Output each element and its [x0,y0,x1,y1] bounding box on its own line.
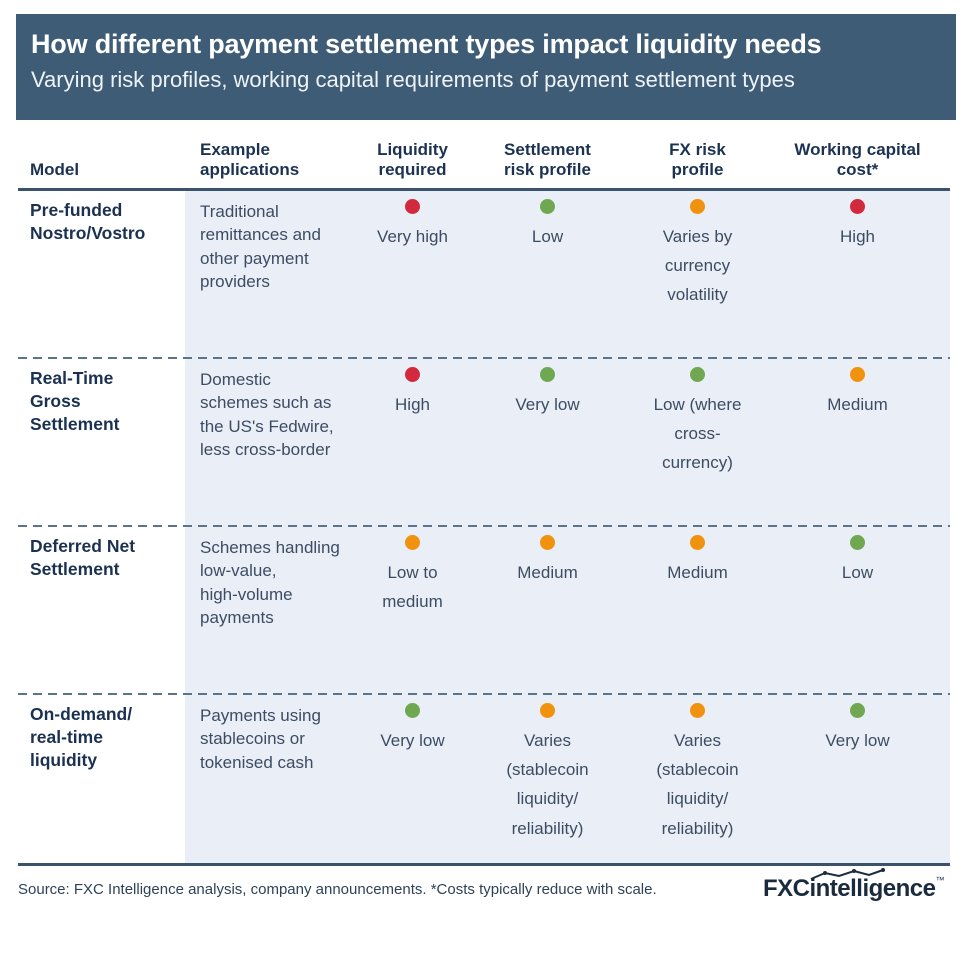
working-capital-cell: Medium [765,359,950,527]
table-header-row: Model Example applications Liquidity req… [18,120,950,188]
value-label: High [395,395,430,414]
settlement-risk-cell: Very low [465,359,630,527]
settlement-risk-cell: Medium [465,527,630,695]
liquidity-cell: Very high [360,191,465,359]
model-cell: On-demand/ real-time liquidity [30,704,133,771]
table-row: Pre-funded Nostro/Vostro Traditional rem… [18,191,950,359]
working-capital-cell: Low [765,527,950,695]
status-dot-icon [690,199,705,214]
value-label: High [840,227,875,246]
status-dot-icon [850,535,865,550]
source-note: Source: FXC Intelligence analysis, compa… [18,880,657,898]
status-dot-icon [405,535,420,550]
value-label: Low to medium [382,563,443,612]
value-label: Medium [827,395,888,414]
value-label: Varies (stablecoin liquidity/ reliabilit… [656,731,739,838]
status-dot-icon [540,367,555,382]
fx-risk-cell: Varies by currency volatility [630,191,765,359]
fx-risk-cell: Low (where cross- currency) [630,359,765,527]
column-header-settlement: Settlement risk profile [504,139,591,179]
value-label: Low (where cross- currency) [653,395,742,473]
model-cell: Deferred Net Settlement [30,536,136,580]
status-dot-icon [850,199,865,214]
liquidity-cell: Very low [360,695,465,863]
status-dot-icon [405,703,420,718]
working-capital-cell: High [765,191,950,359]
value-label: Very low [380,731,445,750]
value-label: Very low [515,395,580,414]
working-capital-cell: Very low [765,695,950,863]
applications-cell: Traditional remittances and other paymen… [200,202,321,292]
value-label: Medium [517,563,578,582]
applications-cell: Schemes handling low-value, high-volume … [200,538,340,628]
liquidity-cell: High [360,359,465,527]
value-label: Varies (stablecoin liquidity/ reliabilit… [506,731,589,838]
row-divider [18,693,950,695]
page-subtitle: Varying risk profiles, working capital r… [31,67,795,93]
value-label: Varies by currency volatility [662,227,733,305]
page-title: How different payment settlement types i… [31,29,822,59]
table-row: Deferred Net Settlement Schemes handling… [18,527,950,695]
fx-risk-cell: Varies (stablecoin liquidity/ reliabilit… [630,695,765,863]
logo-text-fxc: FXC [762,875,810,902]
liquidity-cell: Low to medium [360,527,465,695]
column-header-model: Model [30,159,80,179]
logo-linechart-icon [810,868,885,880]
status-dot-icon [540,199,555,214]
column-header-liquidity: Liquidity required [377,139,448,179]
status-dot-icon [850,703,865,718]
row-divider [18,525,950,527]
applications-cell: Domestic schemes such as the US's Fedwir… [200,370,334,460]
value-label: Very high [377,227,448,246]
value-label: Low [841,563,874,582]
row-divider [18,357,950,359]
fxc-intelligence-logo: FXCintelligence™ [762,868,950,903]
model-cell: Pre-funded Nostro/Vostro [30,200,146,244]
status-dot-icon [690,703,705,718]
column-header-working: Working capital cost* [794,139,921,179]
settlement-risk-cell: Low [465,191,630,359]
footer: Source: FXC Intelligence analysis, compa… [18,866,950,903]
settlement-risk-cell: Varies (stablecoin liquidity/ reliabilit… [465,695,630,863]
value-label: Low [531,227,564,246]
status-dot-icon [540,703,555,718]
shaded-column-background [185,191,950,863]
status-dot-icon [690,535,705,550]
status-dot-icon [850,367,865,382]
column-header-fx: FX risk profile [669,139,726,179]
infographic-page: How different payment settlement types i… [0,14,972,958]
applications-cell: Payments using stablecoins or tokenised … [200,706,321,772]
table-bottom-divider [18,863,950,866]
column-header-applications: Example applications [200,139,300,179]
logo-text-intelligence: intelligence [809,875,936,902]
value-label: Very low [825,731,890,750]
status-dot-icon [540,535,555,550]
fx-risk-cell: Medium [630,527,765,695]
status-dot-icon [690,367,705,382]
title-band: How different payment settlement types i… [16,14,956,120]
settlement-table: Model Example applications Liquidity req… [18,120,950,866]
logo-trademark: ™ [935,875,945,885]
status-dot-icon [405,367,420,382]
table-body: Pre-funded Nostro/Vostro Traditional rem… [18,191,950,863]
table-row: On-demand/ real-time liquidity Payments … [18,695,950,863]
status-dot-icon [405,199,420,214]
model-cell: Real-Time Gross Settlement [30,368,120,435]
header-divider [18,188,950,191]
value-label: Medium [667,563,728,582]
table-row: Real-Time Gross Settlement Domestic sche… [18,359,950,527]
